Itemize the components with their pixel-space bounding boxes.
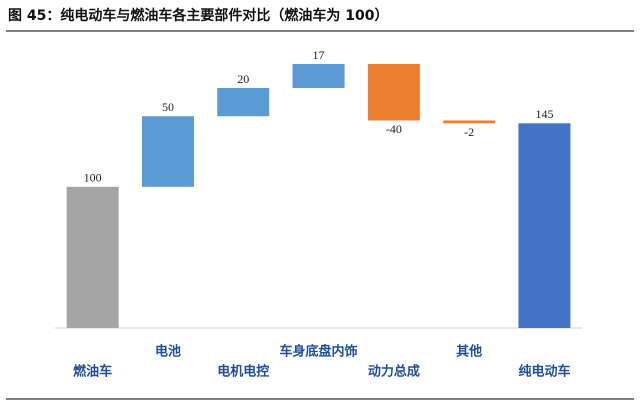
bar [66,186,119,328]
value-label: 100 [84,171,102,185]
x-tick-label: 动力总成 [368,364,420,380]
x-tick-label: 纯电动车 [518,364,570,380]
value-label: 20 [237,72,249,86]
x-tick-label: 车身底盘内饰 [280,344,358,360]
x-tick-label: 燃油车 [73,364,112,380]
bar [292,64,345,88]
bar [217,88,270,117]
x-tick-label: 其他 [456,344,482,360]
bar [518,123,571,328]
value-label: -40 [386,122,402,136]
value-label: 145 [535,107,553,121]
chart-title: 图 45：纯电动车与燃油车各主要部件对比（燃油车为 100） [8,7,388,24]
x-tick-label: 电池 [155,344,181,360]
value-label: -2 [464,125,474,139]
bar [141,116,194,187]
value-label: 17 [313,48,325,62]
bar [367,64,420,121]
x-tick-label: 电机电控 [217,364,269,380]
bar [443,120,496,124]
value-label: 50 [162,100,174,114]
